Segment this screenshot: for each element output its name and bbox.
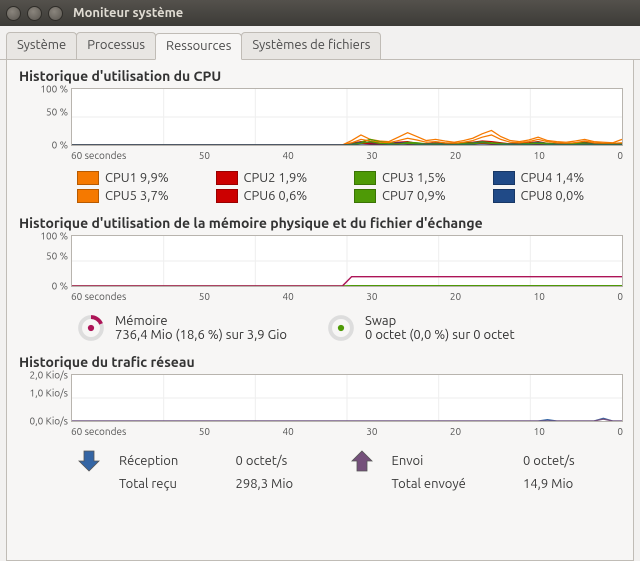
color-swatch-icon — [493, 189, 515, 203]
swap-label: Swap — [365, 314, 515, 328]
cpu-legend-item[interactable]: CPU8 0,0% — [493, 189, 624, 203]
xlabel: 50 — [199, 150, 210, 161]
xlabel: 10 — [534, 150, 545, 161]
upload-arrow-icon — [350, 449, 374, 473]
xlabel: 30 — [366, 426, 377, 437]
net-send-total-label: Total envoyé — [392, 477, 509, 491]
xlabel: 10 — [534, 291, 545, 302]
cpu-ylabels: 100 % 50 % 0 % — [18, 89, 68, 145]
xlabel: 0 — [617, 150, 623, 161]
cpu-legend-item[interactable]: CPU7 0,9% — [354, 189, 485, 203]
window-title: Moniteur système — [73, 6, 183, 20]
xlabel: 50 — [199, 426, 210, 437]
tab-systeme[interactable]: Système — [6, 32, 77, 59]
cpu-legend-label: CPU2 1,9% — [244, 171, 308, 185]
cpu-legend-label: CPU6 0,6% — [244, 189, 308, 203]
cpu-legend-item[interactable]: CPU2 1,9% — [216, 171, 347, 185]
swap-donut-icon — [327, 314, 355, 342]
cpu-legend-item[interactable]: CPU1 9,9% — [77, 171, 208, 185]
mem-chart: 100 % 50 % 0 % — [71, 235, 623, 287]
net-recv-rate: 0 octet/s — [236, 454, 336, 468]
xlabel: 20 — [450, 291, 461, 302]
mem-section-title: Historique d'utilisation de la mémoire p… — [19, 215, 623, 231]
swap-detail: 0 octet (0,0 %) sur 0 octet — [365, 328, 515, 342]
close-icon[interactable] — [6, 6, 21, 21]
mem-ylabel: 50 % — [18, 250, 68, 261]
xlabel: 60 secondes — [71, 291, 126, 302]
xlabel: 30 — [366, 291, 377, 302]
mem-item-swap: Swap 0 octet (0,0 %) sur 0 octet — [327, 314, 515, 342]
cpu-legend-label: CPU8 0,0% — [521, 189, 585, 203]
net-recv-total-label: Total reçu — [119, 477, 222, 491]
maximize-icon[interactable] — [48, 6, 63, 21]
mem-label: Mémoire — [115, 314, 287, 328]
net-ylabel: 1,0 Kio/s — [18, 387, 68, 398]
cpu-legend-item[interactable]: CPU4 1,4% — [493, 171, 624, 185]
xlabel: 50 — [199, 291, 210, 302]
xlabel: 30 — [366, 150, 377, 161]
xlabel: 20 — [450, 150, 461, 161]
titlebar: Moniteur système — [0, 0, 640, 26]
minimize-icon[interactable] — [27, 6, 42, 21]
cpu-section-title: Historique d'utilisation du CPU — [19, 68, 623, 84]
mem-item-memory: Mémoire 736,4 Mio (18,6 %) sur 3,9 Gio — [77, 314, 287, 342]
net-ylabel: 2,0 Kio/s — [18, 370, 68, 381]
cpu-legend-label: CPU5 3,7% — [105, 189, 169, 203]
color-swatch-icon — [216, 189, 238, 203]
color-swatch-icon — [354, 189, 376, 203]
net-xlabels: 60 secondes 50 40 30 20 10 0 — [71, 424, 623, 443]
mem-xlabels: 60 secondes 50 40 30 20 10 0 — [71, 289, 623, 308]
color-swatch-icon — [354, 171, 376, 185]
cpu-legend-label: CPU4 1,4% — [521, 171, 585, 185]
cpu-ylabel: 50 % — [18, 106, 68, 117]
color-swatch-icon — [77, 171, 99, 185]
mem-detail: 736,4 Mio (18,6 %) sur 3,9 Gio — [115, 328, 287, 342]
tab-fs[interactable]: Systèmes de fichiers — [241, 32, 381, 59]
net-legend-grid: Réception 0 octet/s Envoi 0 octet/s Tota… — [77, 449, 623, 491]
cpu-legend-label: CPU7 0,9% — [382, 189, 446, 203]
cpu-chart: 100 % 50 % 0 % — [71, 88, 623, 146]
net-ylabel: 0,0 Kio/s — [18, 416, 68, 427]
mem-ylabels: 100 % 50 % 0 % — [18, 236, 68, 286]
mem-ylabel: 0 % — [18, 281, 68, 292]
net-recv-total: 298,3 Mio — [236, 477, 336, 491]
xlabel: 0 — [617, 291, 623, 302]
xlabel: 10 — [534, 426, 545, 437]
download-arrow-icon — [77, 449, 101, 473]
tab-bar: Système Processus Ressources Systèmes de… — [0, 26, 640, 60]
net-send-label: Envoi — [392, 454, 509, 468]
cpu-ylabel: 0 % — [18, 140, 68, 151]
cpu-legend: CPU1 9,9% CPU2 1,9% CPU3 1,5% CPU4 1,4% CPU5… — [77, 171, 623, 203]
mem-legend-row: Mémoire 736,4 Mio (18,6 %) sur 3,9 Gio S… — [77, 314, 623, 342]
xlabel: 20 — [450, 426, 461, 437]
cpu-legend-label: CPU1 9,9% — [105, 171, 169, 185]
cpu-legend-item[interactable]: CPU6 0,6% — [216, 189, 347, 203]
memory-donut-icon — [77, 314, 105, 342]
content-area: Historique d'utilisation du CPU 100 % 50… — [6, 60, 634, 561]
cpu-legend-item[interactable]: CPU3 1,5% — [354, 171, 485, 185]
xlabel: 0 — [617, 426, 623, 437]
cpu-legend-item[interactable]: CPU5 3,7% — [77, 189, 208, 203]
cpu-ylabel: 100 % — [18, 84, 68, 95]
xlabel: 40 — [282, 426, 293, 437]
color-swatch-icon — [493, 171, 515, 185]
color-swatch-icon — [77, 189, 99, 203]
xlabel: 40 — [282, 291, 293, 302]
net-section-title: Historique du trafic réseau — [19, 354, 623, 370]
net-chart: 2,0 Kio/s 1,0 Kio/s 0,0 Kio/s — [71, 374, 623, 422]
net-send-rate: 0 octet/s — [523, 454, 623, 468]
net-recv-label: Réception — [119, 454, 222, 468]
mem-ylabel: 100 % — [18, 231, 68, 242]
tab-ressources[interactable]: Ressources — [155, 33, 242, 60]
xlabel: 60 secondes — [71, 426, 126, 437]
cpu-xlabels: 60 secondes 50 40 30 20 10 0 — [71, 148, 623, 167]
tab-processus[interactable]: Processus — [76, 32, 156, 59]
net-send-total: 14,9 Mio — [523, 477, 623, 491]
xlabel: 40 — [282, 150, 293, 161]
color-swatch-icon — [216, 171, 238, 185]
net-ylabels: 2,0 Kio/s 1,0 Kio/s 0,0 Kio/s — [18, 375, 68, 421]
xlabel: 60 secondes — [71, 150, 126, 161]
cpu-legend-label: CPU3 1,5% — [382, 171, 446, 185]
